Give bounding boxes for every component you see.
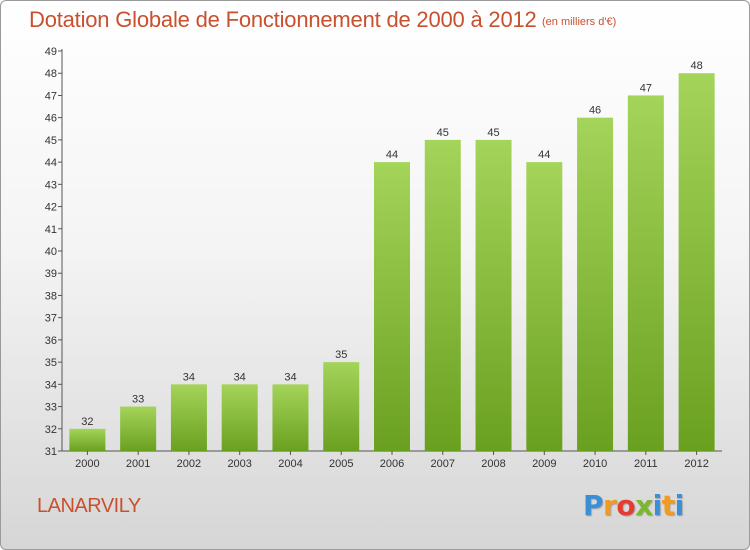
x-tick-label: 2000 [75,458,99,470]
y-tick-label: 41 [45,224,57,236]
y-tick-label: 34 [45,379,57,391]
bar [120,406,157,451]
logo-letter: r [603,489,617,522]
bar-value-label: 34 [234,371,246,383]
x-tick-label: 2012 [684,458,708,470]
bar-value-label: 45 [487,127,499,139]
x-tick-label: 2008 [481,458,505,470]
y-tick-label: 48 [45,68,57,80]
bar-value-label: 44 [538,149,550,161]
bar [424,139,461,451]
bar [221,384,258,451]
chart-title: Dotation Globale de Fonctionnement de 20… [29,7,537,32]
y-tick-label: 46 [45,113,57,125]
bar [475,139,512,451]
y-tick-label: 47 [45,90,57,102]
bar-value-label: 47 [640,82,652,94]
logo-letter: x [635,489,653,522]
x-tick-label: 2006 [380,458,404,470]
proxiti-logo: Proxiti [583,489,684,522]
bar-value-label: 35 [335,349,347,361]
bar-value-label: 33 [132,394,144,406]
commune-name: LANARVILY [37,495,141,517]
y-tick-label: 45 [45,135,57,147]
y-tick-label: 32 [45,424,57,436]
x-tick-label: 2011 [634,458,658,470]
bar [627,95,664,451]
bar [374,162,410,451]
y-tick-label: 49 [45,46,57,58]
bar [323,362,360,451]
y-tick-label: 43 [45,179,57,191]
bar-value-label: 46 [589,105,601,117]
x-tick-label: 2003 [227,458,251,470]
x-tick-label: 2009 [532,458,556,470]
x-tick-label: 2007 [431,458,455,470]
bar [170,384,207,451]
y-tick-label: 40 [45,246,57,258]
y-tick-label: 42 [45,202,57,214]
bar [69,428,106,451]
bar [577,117,614,452]
y-tick-label: 39 [45,268,57,280]
bar [526,162,563,451]
y-tick-label: 37 [45,313,57,325]
x-tick-label: 2010 [583,458,607,470]
bar-value-label: 34 [183,371,195,383]
bar [272,384,309,451]
x-tick-label: 2004 [278,458,302,470]
chart-unit: (en milliers d'€) [542,16,617,28]
bar-value-label: 44 [386,149,398,161]
y-tick-label: 33 [45,402,57,414]
y-tick-label: 35 [45,357,57,369]
bar-value-label: 34 [284,371,296,383]
x-tick-label: 2005 [329,458,353,470]
bar-value-label: 45 [437,127,449,139]
logo-letter: t [661,489,675,522]
x-tick-label: 2002 [177,458,201,470]
y-tick-label: 44 [45,157,57,169]
bar-value-label: 48 [690,60,702,72]
y-tick-label: 38 [45,290,57,302]
logo-letter: o [616,489,636,522]
logo-letter: P [583,489,604,522]
logo-letter: i [674,489,685,522]
y-tick-label: 36 [45,335,57,347]
bar-value-label: 32 [81,416,93,428]
bar [678,73,715,451]
x-tick-label: 2001 [126,458,150,470]
y-tick-label: 31 [45,446,57,458]
logo-letter: i [652,489,663,522]
